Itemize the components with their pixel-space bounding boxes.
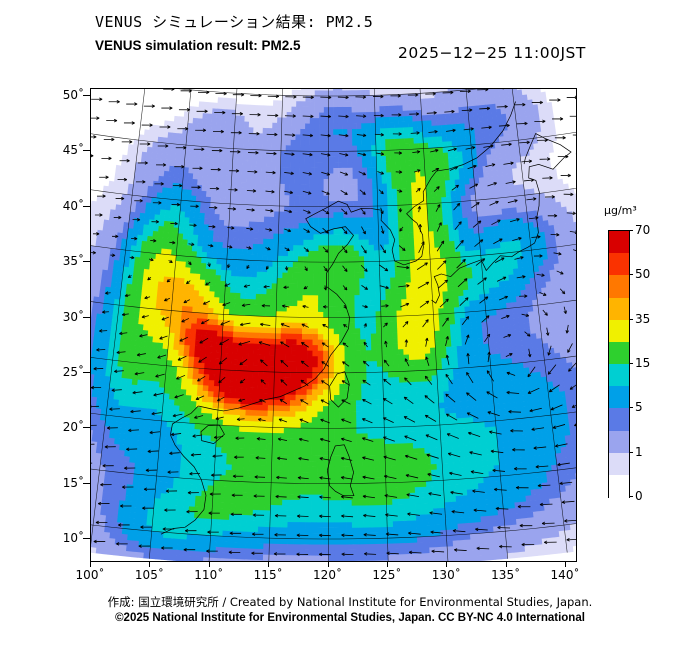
lon-tick-mark — [268, 561, 270, 567]
colorbar-tick-label: 50 — [635, 267, 651, 282]
colorbar-band — [609, 253, 629, 276]
colorbar-band — [609, 297, 629, 321]
colorbar-band — [609, 275, 629, 299]
lon-tick-label: 130˚ — [431, 568, 461, 582]
lat-tick-label: 25˚ — [62, 364, 84, 379]
lon-tick-mark — [565, 561, 566, 567]
lat-tick-mark — [83, 371, 90, 373]
colorbar-band — [609, 474, 629, 498]
lat-tick-label: 15˚ — [62, 475, 84, 490]
colorbar-band — [609, 341, 629, 365]
colorbar-tick-label: 35 — [635, 311, 651, 326]
lat-tick-label: 10˚ — [62, 531, 84, 545]
colorbar-unit-label: µg/m³ — [604, 204, 637, 217]
lat-tick-label: 30˚ — [62, 309, 84, 324]
lat-tick-label: 50˚ — [62, 88, 84, 102]
lat-tick-mark — [83, 150, 90, 152]
colorbar-band — [609, 231, 629, 254]
lon-tick-mark — [446, 561, 448, 567]
lat-tick-label: 45˚ — [62, 143, 84, 158]
colorbar-tick-mark — [629, 318, 633, 320]
lon-tick-mark — [208, 561, 210, 567]
colorbar-band — [609, 319, 629, 343]
lat-tick-mark — [83, 261, 90, 263]
lon-tick-label: 140˚ — [550, 568, 580, 582]
colorbar-tick-label: 70 — [635, 223, 651, 237]
credit-line: 作成: 国立環境研究所 / Created by National Instit… — [107, 595, 593, 609]
lon-tick-label: 125˚ — [372, 568, 402, 582]
page-title-english: VENUS simulation result: PM2.5 — [95, 38, 301, 53]
colorbar-tick-mark — [629, 274, 633, 276]
lat-tick-mark — [83, 427, 90, 429]
lon-tick-label: 110˚ — [194, 568, 224, 582]
colorbar-tick-label: 5 — [635, 400, 643, 415]
colorbar-tick-mark — [629, 230, 633, 231]
colorbar-band — [609, 386, 629, 409]
colorbar-tick-label: 1 — [635, 444, 643, 459]
lon-tick-mark — [386, 561, 388, 567]
colorbar-tick-mark — [629, 496, 633, 497]
colorbar-tick-mark — [629, 407, 633, 409]
lon-tick-mark — [149, 561, 151, 567]
lat-tick-label: 35˚ — [62, 254, 84, 269]
lat-tick-mark — [83, 482, 90, 484]
lat-tick-mark — [83, 95, 90, 96]
colorbar-band — [609, 430, 629, 454]
colorbar-tick-mark — [629, 363, 633, 364]
map-canvas — [91, 89, 576, 561]
colorbar-band — [609, 364, 629, 387]
colorbar-tick-mark — [629, 451, 633, 453]
lat-tick-label: 40˚ — [62, 198, 84, 213]
lon-tick-label: 120˚ — [313, 568, 342, 582]
simulation-timestamp: 2025−12−25 11:00JST — [398, 44, 586, 62]
colorbar — [608, 230, 630, 498]
lon-tick-label: 135˚ — [491, 568, 521, 582]
lat-tick-mark — [83, 316, 90, 318]
map-plot-area — [90, 88, 577, 562]
lon-tick-label: 105˚ — [134, 568, 164, 582]
lat-tick-mark — [83, 538, 90, 539]
lon-tick-mark — [90, 561, 91, 567]
lat-tick-label: 20˚ — [62, 420, 84, 435]
colorbar-band — [609, 452, 629, 476]
colorbar-band — [609, 408, 629, 432]
license-line: ©2025 National Institute for Environment… — [115, 612, 585, 624]
colorbar-tick-label: 0 — [635, 489, 643, 503]
lon-tick-mark — [327, 561, 329, 567]
lat-tick-mark — [83, 205, 90, 207]
lon-tick-label: 100˚ — [75, 568, 105, 582]
lon-tick-label: 115˚ — [253, 568, 283, 582]
colorbar-tick-label: 15 — [635, 356, 651, 370]
page-title-japanese: VENUS シミュレーション結果: PM2.5 — [95, 13, 374, 31]
lon-tick-mark — [505, 561, 507, 567]
